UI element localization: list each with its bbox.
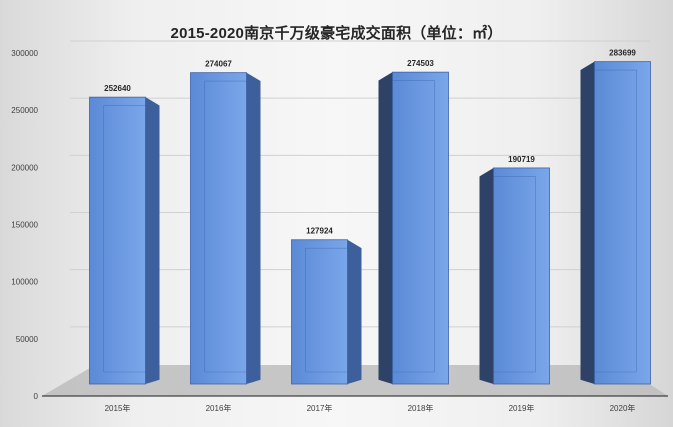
bar (493, 167, 550, 385)
bar-side (479, 167, 494, 384)
data-label: 252640 (104, 84, 131, 93)
bar (594, 61, 651, 385)
y-tick-label: 100000 (11, 278, 38, 287)
y-tick-label: 50000 (16, 335, 39, 344)
y-tick-label: 0 (34, 392, 39, 401)
data-label: 127924 (306, 227, 333, 236)
x-tick-label: 2015年 (105, 403, 131, 413)
bar (89, 96, 146, 385)
bar-side (246, 72, 261, 385)
x-tick-label: 2017年 (307, 403, 333, 413)
x-tick-label: 2018年 (408, 403, 434, 413)
bar-side (347, 239, 362, 384)
y-tick-label: 200000 (11, 163, 38, 172)
data-label: 274067 (205, 60, 232, 69)
bar-side (378, 72, 393, 384)
bar (392, 71, 449, 385)
data-label: 190719 (508, 155, 535, 164)
data-label: 274503 (407, 59, 434, 68)
bar-side (580, 61, 595, 384)
bar-side (145, 97, 160, 385)
bar (291, 239, 348, 385)
x-tick-label: 2019年 (509, 403, 535, 413)
x-tick-label: 2020年 (610, 403, 636, 413)
chart-title: 2015-2020南京千万级豪宅成交面积（单位：㎡） (170, 25, 503, 42)
x-tick-label: 2016年 (206, 403, 232, 413)
data-label: 283699 (609, 49, 636, 58)
y-tick-label: 250000 (11, 106, 38, 115)
y-tick-label: 150000 (11, 221, 38, 230)
y-tick-label: 300000 (11, 49, 38, 58)
bar (190, 72, 247, 385)
